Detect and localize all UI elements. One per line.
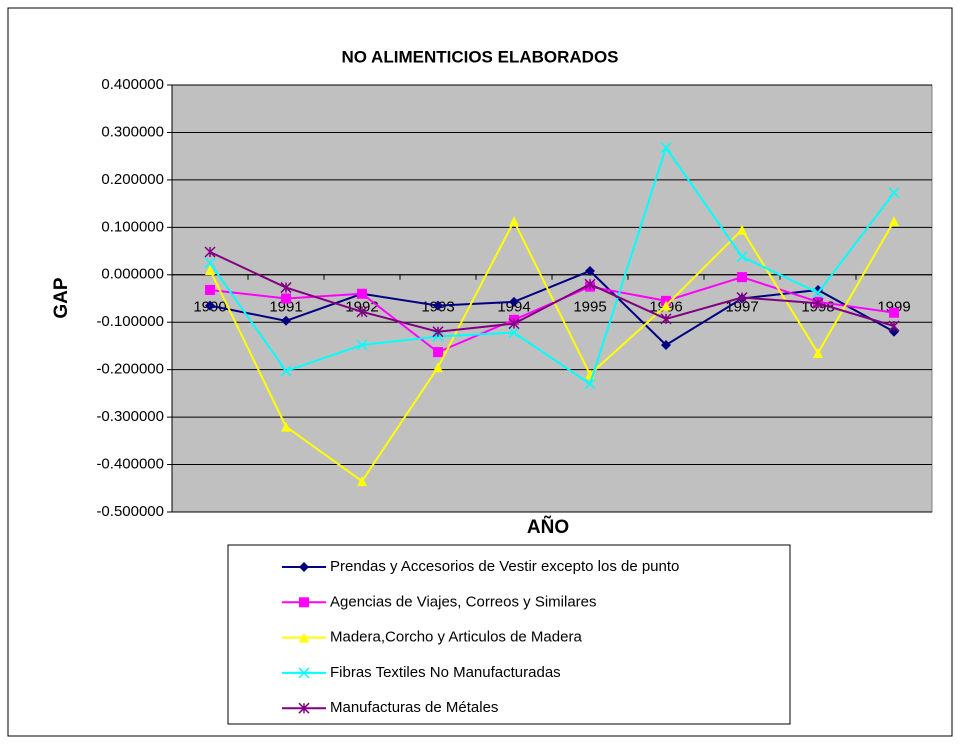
data-point [205, 284, 215, 295]
data-point [812, 297, 824, 309]
y-tick-label: 0.000000 [101, 266, 164, 283]
x-tick-label: 1991 [269, 299, 302, 316]
y-tick-label: -0.500000 [96, 503, 164, 520]
y-tick-label: -0.400000 [96, 456, 164, 473]
legend-marker [298, 702, 310, 714]
data-point [432, 326, 444, 338]
legend-marker [298, 667, 310, 679]
series-line [209, 251, 895, 333]
data-point [205, 300, 215, 311]
y-tick-label: -0.100000 [96, 313, 164, 330]
data-point [509, 296, 519, 307]
chart-title: NO ALIMENTICIOS ELABORADOS [341, 47, 618, 66]
legend-label: Madera,Corcho y Articulos de Madera [330, 629, 582, 646]
y-tick-label: 0.300000 [101, 123, 164, 140]
y-tick-label: -0.300000 [96, 408, 164, 425]
legend-label: Fibras Textiles No Manufacturadas [330, 664, 561, 681]
data-point [357, 288, 367, 299]
data-point [508, 327, 520, 339]
data-point [661, 339, 671, 350]
data-point [736, 292, 748, 304]
data-point [509, 216, 519, 227]
data-point [508, 318, 520, 330]
y-tick-label: -0.200000 [96, 361, 164, 378]
y-tick-label: 0.200000 [101, 171, 164, 188]
data-point [204, 246, 216, 258]
data-point [356, 306, 368, 318]
data-point [888, 320, 900, 332]
data-point [888, 187, 900, 199]
data-point [356, 339, 368, 351]
series-line [209, 269, 895, 347]
data-point [585, 265, 595, 276]
data-point [661, 300, 671, 311]
y-tick-label: 0.400000 [101, 76, 164, 93]
data-point [281, 293, 291, 304]
legend [227, 544, 791, 725]
series-line [209, 218, 895, 483]
data-point [357, 476, 367, 487]
data-point [433, 362, 443, 373]
data-point [889, 216, 899, 227]
legend-marker [299, 597, 309, 608]
data-point [736, 251, 748, 263]
data-point [584, 278, 596, 290]
data-point [281, 315, 291, 326]
data-point [280, 282, 292, 294]
legend-marker [299, 632, 309, 643]
data-point [281, 421, 291, 432]
data-point [660, 142, 672, 154]
data-point [204, 257, 216, 269]
legend-label: Prendas y Accesorios de Vestir excepto l… [330, 558, 679, 575]
data-point [660, 313, 672, 325]
data-point [889, 307, 899, 318]
legend-label: Agencias de Viajes, Correos y Similares [330, 593, 597, 610]
data-point [737, 272, 747, 283]
data-point [813, 348, 823, 359]
x-axis-title: AÑO [527, 516, 569, 538]
y-tick-label: 0.100000 [101, 218, 164, 235]
data-point [584, 378, 596, 390]
data-point [812, 287, 824, 299]
data-point [737, 224, 747, 235]
y-axis-title: GAP [51, 277, 72, 319]
data-point [205, 265, 215, 276]
legend-label: Manufacturas de Métales [330, 699, 498, 716]
legend-marker [299, 562, 309, 572]
data-point [433, 347, 443, 358]
x-tick-label: 1995 [573, 299, 606, 316]
data-point [433, 300, 443, 311]
series-line [209, 145, 895, 386]
data-point [280, 365, 292, 377]
